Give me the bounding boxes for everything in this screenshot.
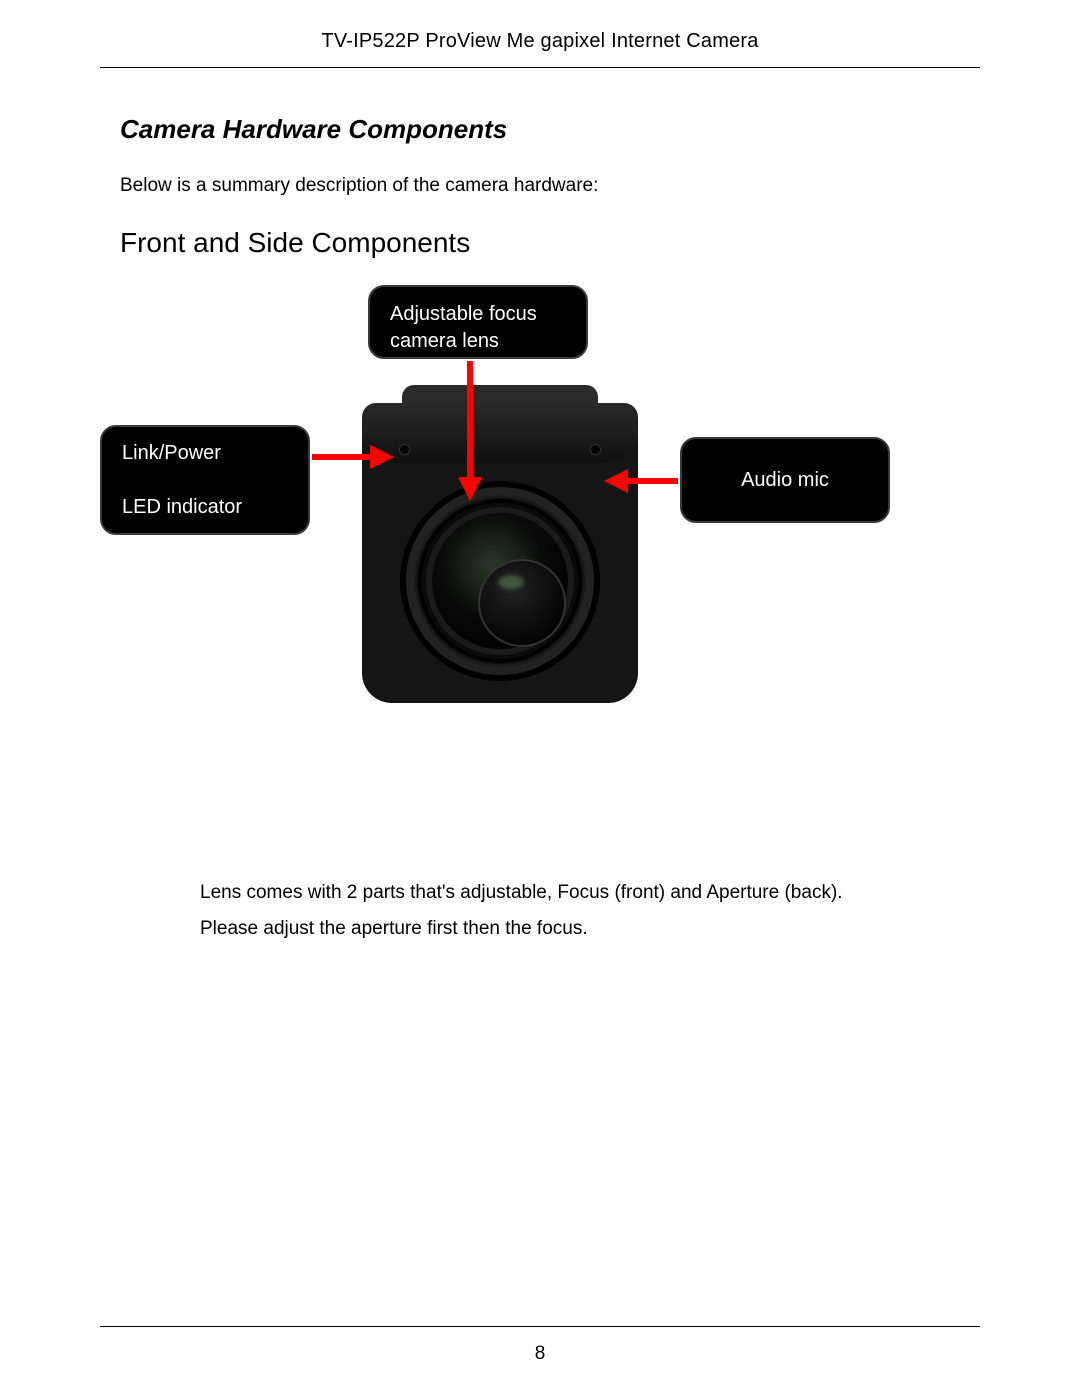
camera-body-illustration	[362, 403, 638, 703]
led-indicator-dot	[400, 445, 409, 454]
callout-mic: Audio mic	[680, 437, 890, 523]
callout-lens-line2: camera lens	[390, 330, 499, 352]
mic-dot	[591, 445, 600, 454]
lens-note: Lens comes with 2 parts that's adjustabl…	[200, 875, 920, 947]
callout-lens: Adjustable focus camera lens	[368, 285, 588, 359]
callout-led-line1: Link/Power	[122, 440, 288, 467]
component-diagram: Adjustable focus camera lens Link/Power …	[100, 285, 980, 745]
section-intro-text: Below is a summary description of the ca…	[120, 175, 980, 197]
callout-led-line2: LED indicator	[122, 494, 288, 521]
footer-rule	[100, 1326, 980, 1327]
camera-lens-outer	[400, 481, 600, 681]
header-rule	[100, 67, 980, 68]
lens-note-line1: Lens comes with 2 parts that's adjustabl…	[200, 882, 843, 903]
callout-led: Link/Power LED indicator	[100, 425, 310, 535]
page-number: 8	[0, 1343, 1080, 1365]
subsection-title: Front and Side Components	[120, 227, 980, 259]
camera-lens-ring	[422, 503, 578, 659]
camera-top-face	[362, 403, 638, 463]
header-product-title: TV-IP522P ProView Me gapixel Internet Ca…	[100, 30, 980, 53]
lens-note-line2: Please adjust the aperture first then th…	[200, 918, 588, 939]
section-title: Camera Hardware Components	[120, 114, 980, 145]
camera-lens-glass	[478, 559, 566, 647]
callout-mic-label: Audio mic	[741, 467, 829, 494]
document-page: TV-IP522P ProView Me gapixel Internet Ca…	[0, 0, 1080, 1397]
callout-lens-line1: Adjustable focus	[390, 303, 537, 325]
